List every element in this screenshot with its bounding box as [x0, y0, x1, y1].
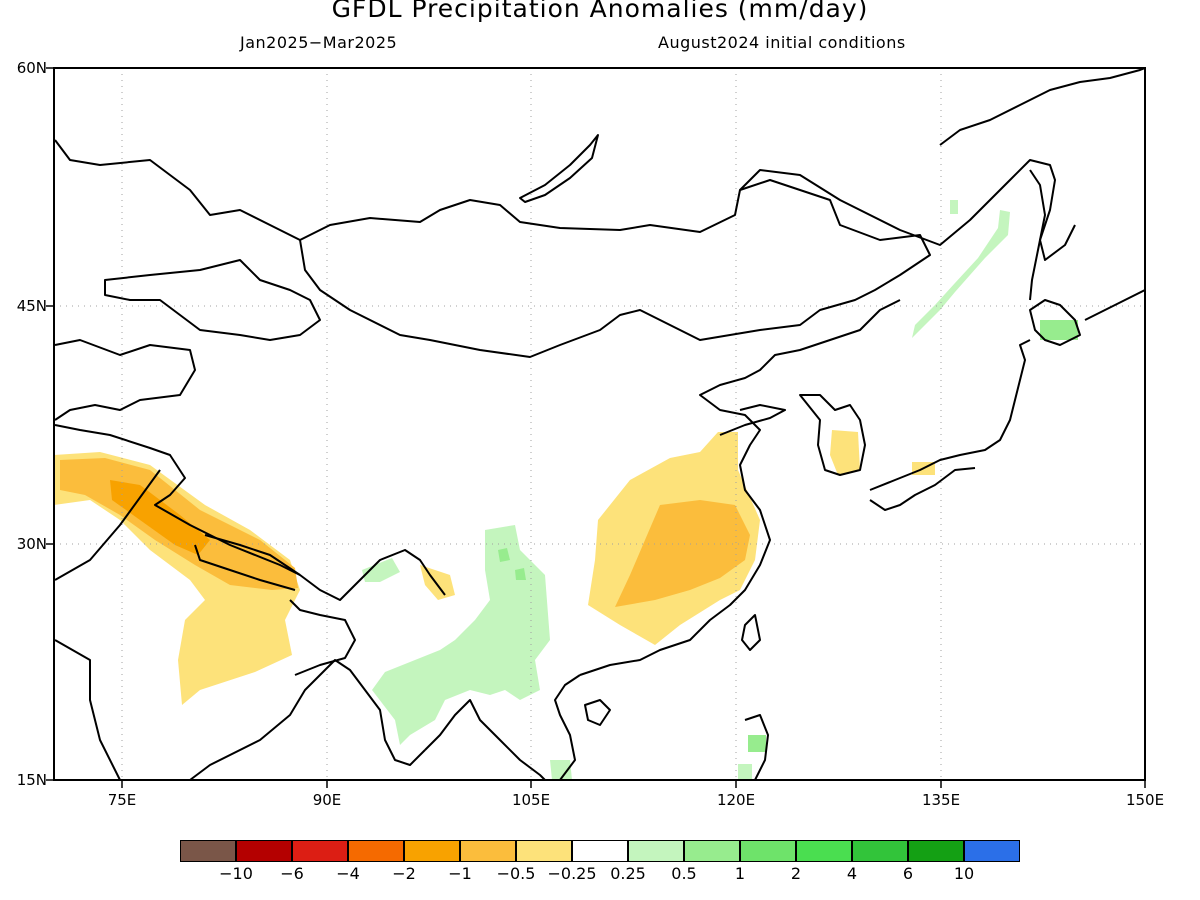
colorbar-label: −2: [392, 864, 416, 883]
anomaly-india-weak: [54, 452, 300, 705]
anomaly-philippines-south: [738, 764, 752, 780]
forecast-period: Jan2025−Mar2025: [240, 33, 398, 52]
colorbar-box: [908, 840, 964, 862]
colorbar-box: [796, 840, 852, 862]
colorbar-label: 0.5: [671, 864, 697, 883]
anomaly-manchuria: [912, 210, 1010, 338]
lat-label-30n: 30N: [16, 535, 47, 553]
colorbar-label: 4: [846, 864, 858, 883]
anomaly-india-strong: [110, 480, 210, 555]
colorbar-label: −0.5: [496, 864, 536, 883]
colorbar-label: 0.25: [610, 864, 646, 883]
lon-label-90e: 90E: [312, 791, 342, 809]
lon-label-120e: 120E: [716, 791, 756, 809]
anomaly-vietnam-south: [550, 760, 572, 780]
map-title: GFDL Precipitation Anomalies (mm/day): [331, 0, 869, 23]
anomaly-fills: [54, 200, 1078, 780]
colorbar-box: [460, 840, 516, 862]
anomaly-china-moderate: [615, 500, 750, 607]
initial-conditions: August2024 initial conditions: [658, 33, 906, 52]
colorbar-box: [740, 840, 796, 862]
anomaly-myanmar-north: [420, 565, 455, 600]
lon-label-135e: 135E: [921, 791, 961, 809]
axis-ticks: [46, 67, 1146, 788]
colorbar-label: 2: [790, 864, 802, 883]
colorbar-label: 6: [902, 864, 914, 883]
colorbar-box: [964, 840, 1020, 862]
lat-label-45n: 45N: [16, 297, 47, 315]
colorbar-label: −6: [280, 864, 304, 883]
colorbar-label: 1: [734, 864, 746, 883]
lon-label-105e: 105E: [511, 791, 551, 809]
lat-label-15n: 15N: [16, 771, 47, 789]
colorbar-label: −10: [219, 864, 253, 883]
colorbar-box: [292, 840, 348, 862]
map-frame: [53, 67, 1146, 781]
colorbar-box: [628, 840, 684, 862]
anomaly-brahmaputra: [362, 558, 400, 582]
anomaly-philippines: [748, 735, 766, 752]
colorbar-box: [236, 840, 292, 862]
colorbar-box: [572, 840, 628, 862]
anomaly-sichuan-stronger: [498, 548, 526, 580]
colorbar-box: [516, 840, 572, 862]
anomaly-mongolia-east: [950, 200, 958, 214]
colorbar-box: [852, 840, 908, 862]
colorbar-box: [180, 840, 236, 862]
coastlines: [54, 67, 1146, 781]
lat-label-60n: 60N: [16, 59, 47, 77]
colorbar-label: −4: [336, 864, 360, 883]
colorbar-box: [404, 840, 460, 862]
colorbar-box: [348, 840, 404, 862]
lon-label-75e: 75E: [107, 791, 137, 809]
anomaly-hokkaido: [1040, 320, 1078, 340]
lon-label-150e: 150E: [1125, 791, 1165, 809]
colorbar-label: 10: [953, 864, 975, 883]
anomaly-korea: [830, 430, 860, 475]
colorbar-label: −0.25: [547, 864, 597, 883]
anomaly-yunnan: [372, 525, 550, 745]
colorbar-label: −1: [448, 864, 472, 883]
colorbar-box: [684, 840, 740, 862]
